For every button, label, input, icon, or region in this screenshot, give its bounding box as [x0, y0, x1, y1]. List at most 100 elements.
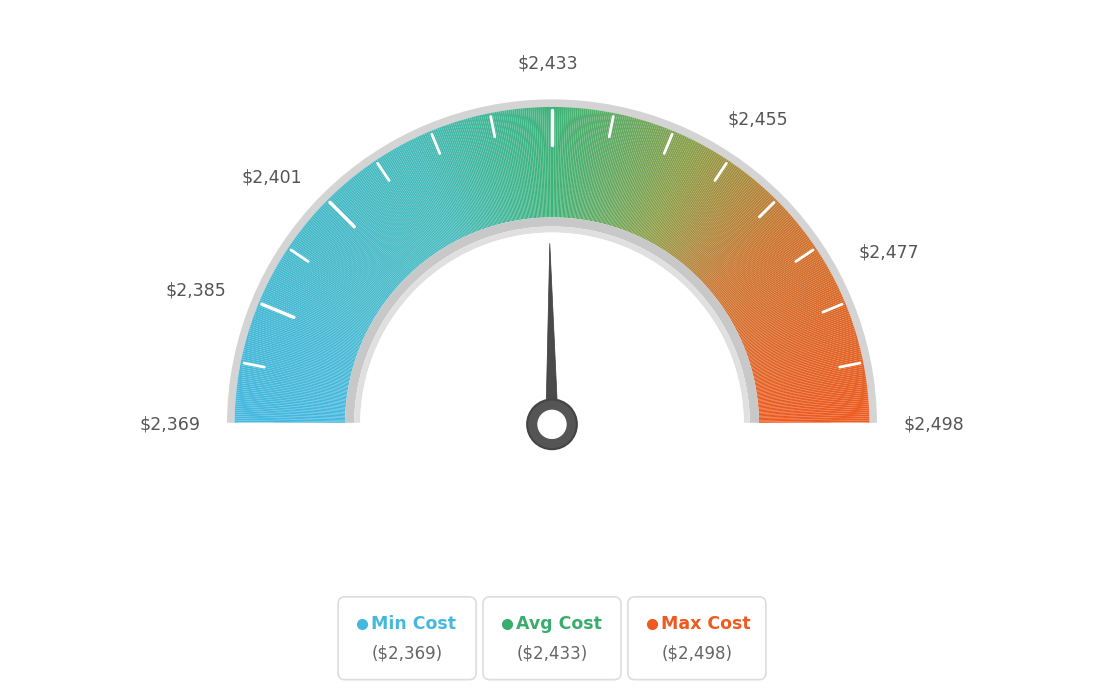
Wedge shape: [288, 246, 381, 309]
Circle shape: [537, 408, 567, 440]
Wedge shape: [399, 146, 454, 243]
Wedge shape: [524, 108, 535, 218]
Wedge shape: [325, 201, 405, 280]
Wedge shape: [722, 244, 815, 308]
Wedge shape: [237, 379, 347, 396]
Wedge shape: [508, 110, 524, 219]
Wedge shape: [358, 172, 426, 261]
Wedge shape: [655, 149, 712, 246]
Wedge shape: [749, 322, 853, 359]
Wedge shape: [583, 110, 602, 220]
Wedge shape: [564, 108, 572, 218]
Wedge shape: [246, 337, 353, 369]
Wedge shape: [433, 129, 476, 233]
Wedge shape: [311, 216, 396, 289]
Wedge shape: [747, 319, 852, 357]
Wedge shape: [683, 179, 754, 265]
Wedge shape: [375, 159, 438, 253]
Wedge shape: [592, 113, 615, 221]
Wedge shape: [295, 236, 385, 303]
Wedge shape: [736, 280, 836, 331]
Wedge shape: [681, 176, 751, 263]
Wedge shape: [602, 117, 630, 224]
Wedge shape: [552, 107, 554, 217]
Wedge shape: [756, 371, 866, 391]
Wedge shape: [314, 213, 397, 288]
Wedge shape: [380, 157, 442, 250]
Wedge shape: [388, 152, 446, 248]
Wedge shape: [623, 126, 661, 230]
Wedge shape: [712, 224, 799, 295]
Wedge shape: [754, 357, 862, 382]
Wedge shape: [758, 415, 869, 419]
Wedge shape: [624, 126, 664, 230]
Wedge shape: [726, 253, 820, 313]
Wedge shape: [693, 193, 771, 275]
Wedge shape: [730, 261, 825, 319]
Wedge shape: [326, 200, 405, 279]
Wedge shape: [274, 270, 371, 324]
Wedge shape: [498, 111, 519, 220]
Wedge shape: [697, 197, 775, 277]
Wedge shape: [569, 108, 580, 218]
Wedge shape: [391, 150, 448, 246]
Wedge shape: [671, 165, 737, 256]
Wedge shape: [464, 119, 496, 226]
Wedge shape: [618, 124, 656, 228]
Wedge shape: [443, 126, 481, 230]
Wedge shape: [261, 297, 362, 342]
Bar: [104, 431, 1000, 690]
Wedge shape: [576, 109, 592, 219]
Wedge shape: [335, 192, 412, 273]
Text: ($2,433): ($2,433): [517, 644, 587, 662]
Wedge shape: [757, 386, 868, 401]
Wedge shape: [246, 336, 353, 368]
Wedge shape: [354, 175, 424, 262]
Wedge shape: [696, 196, 774, 276]
Wedge shape: [749, 326, 854, 362]
Wedge shape: [735, 277, 834, 329]
Wedge shape: [758, 398, 869, 408]
Wedge shape: [477, 115, 505, 224]
Wedge shape: [758, 413, 869, 418]
Wedge shape: [746, 317, 851, 355]
Wedge shape: [747, 321, 852, 358]
Wedge shape: [582, 110, 599, 219]
Wedge shape: [678, 172, 746, 261]
Wedge shape: [560, 107, 566, 217]
Wedge shape: [469, 117, 499, 224]
Wedge shape: [591, 112, 614, 221]
Wedge shape: [361, 170, 428, 259]
Wedge shape: [606, 118, 637, 225]
Wedge shape: [559, 107, 564, 217]
Wedge shape: [332, 195, 410, 275]
Wedge shape: [310, 217, 395, 290]
Wedge shape: [287, 248, 380, 310]
Wedge shape: [329, 197, 407, 277]
Wedge shape: [737, 284, 838, 334]
Wedge shape: [527, 108, 537, 218]
Wedge shape: [577, 110, 594, 219]
Wedge shape: [407, 141, 459, 240]
Wedge shape: [383, 155, 444, 249]
Wedge shape: [546, 107, 550, 217]
Wedge shape: [279, 259, 375, 318]
Wedge shape: [617, 123, 654, 228]
Wedge shape: [739, 288, 839, 336]
Wedge shape: [638, 135, 686, 237]
Wedge shape: [265, 288, 365, 336]
Wedge shape: [704, 210, 787, 286]
Wedge shape: [565, 108, 574, 218]
Wedge shape: [701, 204, 782, 282]
Wedge shape: [285, 251, 379, 313]
Wedge shape: [758, 393, 868, 405]
Wedge shape: [756, 368, 864, 389]
Wedge shape: [238, 371, 348, 391]
Text: Min Cost: Min Cost: [371, 615, 456, 633]
Wedge shape: [262, 295, 363, 341]
Wedge shape: [290, 243, 382, 307]
Wedge shape: [237, 382, 347, 398]
Wedge shape: [743, 300, 845, 344]
Text: $2,477: $2,477: [859, 243, 920, 261]
Wedge shape: [255, 311, 359, 352]
